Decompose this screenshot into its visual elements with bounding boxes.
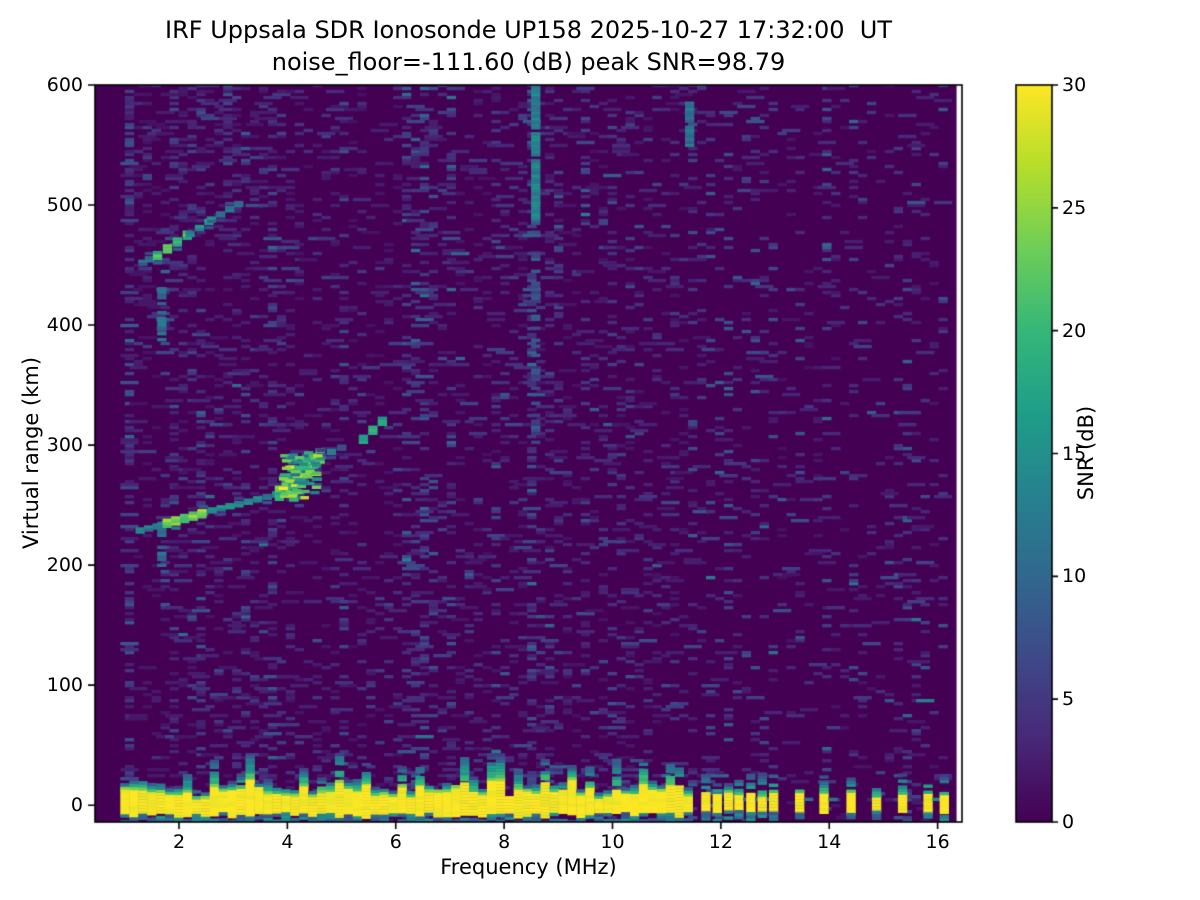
x-tick-label: 12 (708, 831, 733, 853)
y-tick-label: 600 (46, 74, 83, 96)
x-tick-label: 6 (389, 831, 402, 853)
y-tick-label: 100 (46, 674, 83, 697)
colorbar-tick-label: 25 (1062, 196, 1087, 219)
colorbar-tick-label: 20 (1062, 319, 1087, 342)
colorbar-tick-label: 0 (1062, 811, 1075, 833)
x-tick-label: 8 (498, 831, 511, 853)
y-tick-label: 0 (70, 794, 83, 817)
y-tick-label: 400 (46, 314, 83, 337)
colorbar-tick-label: 15 (1062, 442, 1087, 465)
colorbar-tick-label: 5 (1062, 688, 1075, 711)
x-tick-label: 10 (600, 831, 625, 853)
y-tick-label: 300 (46, 434, 83, 457)
x-axis-label: Frequency (MHz) (440, 855, 617, 879)
colorbar-tick-label: 30 (1062, 74, 1087, 96)
chart-subtitle: noise_floor=-111.60 (dB) peak SNR=98.79 (271, 48, 786, 76)
x-tick-label: 4 (281, 831, 294, 853)
x-tick-label: 14 (817, 831, 842, 853)
y-tick-label: 200 (46, 554, 83, 577)
x-tick-label: 16 (925, 831, 950, 853)
colorbar-tick-label: 10 (1062, 565, 1087, 588)
x-tick-label: 2 (172, 831, 186, 853)
y-tick-label: 500 (46, 194, 83, 217)
chart-title: IRF Uppsala SDR Ionosonde UP158 2025-10-… (165, 16, 892, 44)
